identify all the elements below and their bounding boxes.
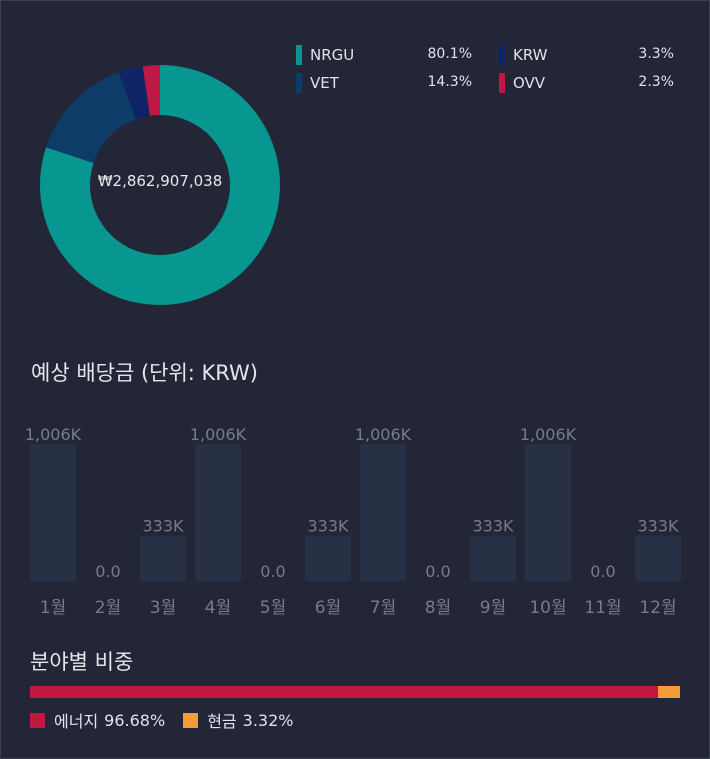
bar-value-label: 333K [637, 517, 679, 536]
sector-legend-cash[interactable]: 현금 3.32% [183, 708, 293, 732]
x-tick-label: 12월 [639, 598, 676, 618]
bar-10[interactable] [525, 444, 571, 581]
legend-percent: 14.3% [427, 74, 472, 90]
donut-slice-nrgu[interactable] [39, 65, 280, 305]
sector-name: 에너지 [54, 712, 99, 731]
legend-swatch [296, 73, 302, 93]
total-value-label: ₩2,862,907,038 [97, 172, 223, 190]
bar-value-label: 333K [472, 517, 514, 536]
x-tick-label: 1월 [40, 598, 66, 618]
bar-value-label: 1,006K [190, 425, 247, 444]
bar-7[interactable] [360, 444, 406, 581]
bar-1[interactable] [30, 444, 76, 581]
legend-name: NRGU [310, 46, 355, 64]
sector-percent: 96.68% [104, 710, 166, 730]
sector-legend-energy[interactable]: 에너지 96.68% [30, 708, 165, 732]
legend-name: OVV [513, 74, 546, 92]
x-tick-label: 5월 [260, 598, 286, 618]
donut-slice-ovv[interactable] [142, 65, 160, 116]
x-tick-label: 10월 [529, 598, 566, 618]
legend-swatch [296, 45, 302, 65]
legend-percent: 3.3% [638, 46, 674, 62]
bar-3[interactable] [140, 535, 186, 581]
legend-swatch [30, 712, 45, 728]
legend-item-ovv[interactable]: OVV 2.3% [499, 72, 674, 94]
bar-value-label: 333K [307, 517, 349, 536]
bar-value-label: 1,006K [520, 425, 577, 444]
bar-9[interactable] [470, 535, 516, 581]
bar-value-label: 0.0 [260, 562, 285, 581]
bar-12[interactable] [635, 535, 681, 581]
sector-percent: 3.32% [242, 710, 294, 730]
sector-legend: 에너지 96.68% 현금 3.32% [30, 708, 293, 732]
sector-title: 분야별 비중 [30, 650, 134, 674]
legend-item-nrgu[interactable]: NRGU 80.1% [296, 44, 472, 66]
x-tick-label: 3월 [150, 598, 176, 618]
legend-swatch [499, 73, 505, 93]
legend-swatch [499, 45, 505, 65]
x-tick-label: 6월 [315, 598, 341, 618]
x-tick-label: 9월 [480, 598, 506, 618]
legend-item-vet[interactable]: VET 14.3% [296, 72, 472, 94]
sector-segment-energy [30, 686, 659, 698]
x-tick-label: 7월 [370, 598, 396, 618]
bar-value-label: 0.0 [425, 562, 450, 581]
sector-stacked-bar [30, 686, 680, 698]
monthly-dividend-bar-chart: 1,006K 1월 0.0 2월 333K 3월 1,006K 4월 0.0 5월 333K 6월 1,… [25, 425, 681, 618]
bar-value-label: 0.0 [95, 562, 120, 581]
legend-name: VET [310, 74, 339, 92]
donut-slice-vet[interactable] [46, 72, 136, 163]
legend-name: KRW [513, 46, 548, 64]
legend-percent: 80.1% [427, 46, 472, 62]
x-tick-label: 2월 [95, 598, 121, 618]
holdings-donut-chart [39, 65, 280, 305]
legend-item-krw[interactable]: KRW 3.3% [499, 44, 674, 66]
bar-value-label: 1,006K [25, 425, 82, 444]
donut-slice-krw[interactable] [118, 66, 150, 120]
holdings-legend: NRGU 80.1% VET 14.3% KRW 3.3% OVV 2.3% [296, 44, 676, 104]
x-tick-label: 8월 [425, 598, 451, 618]
bar-value-label: 1,006K [355, 425, 412, 444]
legend-swatch [183, 712, 199, 728]
sector-segment-cash [658, 686, 680, 698]
sector-name: 현금 [207, 712, 237, 731]
bar-value-label: 333K [142, 517, 184, 536]
x-tick-label: 11월 [584, 598, 621, 618]
bar-4[interactable] [195, 444, 241, 581]
legend-percent: 2.3% [638, 74, 674, 90]
x-tick-label: 4월 [205, 598, 231, 618]
bar-6[interactable] [305, 535, 351, 581]
dividend-title: 예상 배당금 (단위: KRW) [31, 361, 259, 385]
bar-value-label: 0.0 [590, 562, 615, 581]
